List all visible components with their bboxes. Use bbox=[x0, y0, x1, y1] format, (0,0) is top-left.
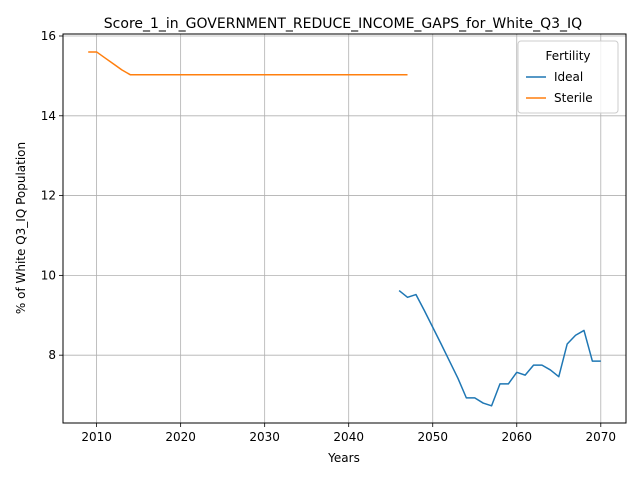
grid-lines bbox=[63, 34, 626, 423]
legend-label-ideal: Ideal bbox=[554, 70, 583, 84]
x-tick-label: 2030 bbox=[249, 430, 280, 444]
y-tick-label: 14 bbox=[41, 109, 56, 123]
y-axis-label: % of White Q3_IQ Population bbox=[14, 142, 28, 314]
series-line-ideal bbox=[398, 289, 601, 407]
x-tick-label: 2060 bbox=[501, 430, 532, 444]
y-tick-label: 16 bbox=[41, 29, 56, 43]
legend: Fertility Ideal Sterile bbox=[517, 40, 619, 114]
y-tick-label: 12 bbox=[41, 189, 56, 203]
legend-label-sterile: Sterile bbox=[554, 91, 593, 105]
chart-title: Score_1_in_GOVERNMENT_REDUCE_INCOME_GAPS… bbox=[104, 16, 582, 32]
y-tick-label: 10 bbox=[41, 268, 56, 282]
series-lines bbox=[88, 51, 601, 407]
x-tick-label: 2050 bbox=[417, 430, 448, 444]
x-axis-label: Years bbox=[327, 451, 360, 465]
x-tick-label: 2040 bbox=[333, 430, 364, 444]
x-tick-label: 2070 bbox=[586, 430, 617, 444]
legend-title: Fertility bbox=[545, 49, 590, 63]
plot-frame bbox=[62, 33, 627, 424]
x-tick-label: 2020 bbox=[165, 430, 196, 444]
legend-frame bbox=[517, 40, 619, 114]
y-axis-ticks: 8 10 12 14 16 bbox=[41, 29, 63, 362]
series-line-sterile bbox=[88, 51, 408, 76]
x-tick-label: 2010 bbox=[81, 430, 112, 444]
y-tick-label: 8 bbox=[48, 348, 56, 362]
x-axis-ticks: 2010 2020 2030 2040 2050 2060 2070 bbox=[81, 423, 616, 444]
